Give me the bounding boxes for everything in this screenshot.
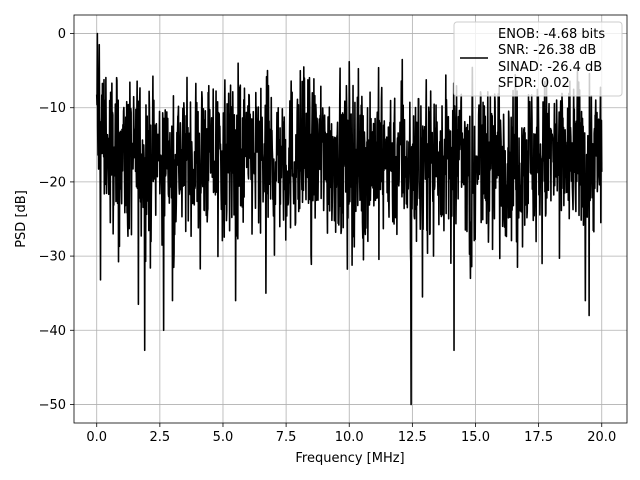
x-tick-label: 2.5 bbox=[150, 430, 171, 445]
y-tick-label: −40 bbox=[39, 324, 66, 339]
y-tick-label: −20 bbox=[39, 175, 66, 190]
x-tick-label: 12.5 bbox=[398, 430, 427, 445]
legend-entry-sfdr: SFDR: 0.02 bbox=[498, 76, 570, 91]
x-tick-label: 5.0 bbox=[213, 430, 234, 445]
x-tick-label: 20.0 bbox=[587, 430, 616, 445]
y-tick-label: −30 bbox=[39, 250, 66, 265]
y-axis-label: PSD [dB] bbox=[14, 190, 29, 248]
plot-area bbox=[95, 32, 603, 406]
x-tick-label: 7.5 bbox=[276, 430, 297, 445]
legend: ENOB: -4.68 bits SNR: -26.38 dB SINAD: -… bbox=[453, 21, 623, 97]
y-tick-label: −50 bbox=[39, 398, 66, 413]
axes-frame bbox=[73, 14, 628, 424]
legend-entry-sinad: SINAD: -26.4 dB bbox=[498, 60, 602, 75]
legend-entry-snr: SNR: -26.38 dB bbox=[498, 43, 596, 58]
ticks: 0.0 2.5 5.0 7.5 10.0 12.5 15.0 17.5 20.0 0 −10 −20 −… bbox=[39, 27, 617, 445]
x-tick-label: 15.0 bbox=[461, 430, 490, 445]
y-tick-label: −10 bbox=[39, 101, 66, 116]
x-axis-label: Frequency [MHz] bbox=[295, 451, 404, 466]
x-tick-label: 0.0 bbox=[86, 430, 107, 445]
legend-box bbox=[453, 21, 623, 97]
x-tick-label: 10.0 bbox=[335, 430, 364, 445]
series-line-psd bbox=[95, 32, 603, 406]
x-tick-label: 17.5 bbox=[524, 430, 553, 445]
legend-entry-enob: ENOB: -4.68 bits bbox=[498, 27, 605, 42]
y-tick-label: 0 bbox=[58, 27, 66, 42]
